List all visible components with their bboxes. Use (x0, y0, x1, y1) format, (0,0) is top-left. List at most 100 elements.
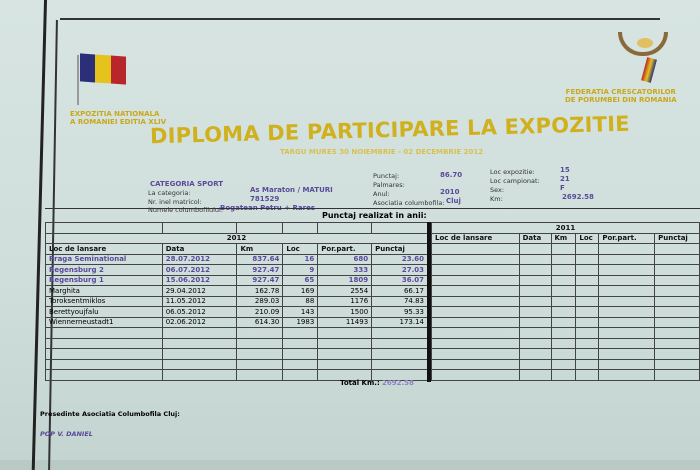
label: Numele columbofilului: (148, 206, 224, 214)
column-header: Por.part. (317, 243, 373, 255)
ribbon-icon (641, 57, 657, 83)
table-cell: Berettyoujfalu (45, 306, 163, 318)
table-cell: 66.17 (371, 285, 428, 297)
column-header: Por.part. (598, 232, 656, 244)
table-row: Toroksentmiklos 11.05.2012 289.03 88 1176 74.… (45, 295, 428, 307)
empty-row (431, 348, 700, 360)
table-cell: 173.14 (371, 316, 428, 328)
table-cell: 06.07.2012 (161, 264, 238, 276)
results-table-2011: 2011 Loc de lansare Data Km Loc Por.part. Pun… (431, 222, 700, 381)
president-label: Presedinte Asociatia Columbofila Cluj: (40, 410, 180, 418)
table-cell: 1983 (282, 316, 319, 328)
table-cell: 927.47 (236, 264, 284, 276)
label: Km: (490, 195, 503, 203)
empty-row (431, 285, 700, 297)
table-cell: 169 (282, 285, 319, 297)
table-cell: 29.04.2012 (161, 285, 238, 297)
president-name: POP V. DANIEL (40, 430, 93, 438)
column-header-row: Loc de lansare Data Km Loc Por.part. Punctaj (431, 232, 700, 244)
table-cell: 927.47 (236, 274, 284, 286)
table-cell: 289.03 (236, 295, 284, 307)
empty-row (431, 243, 700, 255)
flag-pole (77, 55, 79, 105)
table-cell: 1176 (317, 295, 373, 307)
empty-row (431, 369, 700, 381)
table-cell: Toroksentmiklos (45, 295, 163, 307)
column-header: Loc (282, 243, 319, 255)
right-org-line: DE PORUMBEI DIN ROMANIA (565, 96, 677, 104)
results-table-2012: 2012 Loc de lansare Data Km Loc Por.part. Pun… (45, 222, 428, 381)
column-header: Data (161, 243, 238, 255)
table-row: Marghita 29.04.2012 162.78 169 2554 66.17 (45, 285, 428, 297)
table-cell: Regensburg 1 (45, 274, 163, 286)
page-title: DIPLOMA DE PARTICIPARE LA EXPOZITIE (149, 111, 631, 149)
column-header: Data (518, 232, 552, 244)
table-row: Wiennerneustadt1 02.06.2012 614.30 1983 1149… (45, 316, 428, 328)
empty-row (431, 337, 700, 349)
empty-row (431, 274, 700, 286)
table-cell: 333 (317, 264, 373, 276)
column-header-row: Loc de lansare Data Km Loc Por.part. Punctaj (45, 243, 428, 255)
table-cell: Regensburg 2 (45, 264, 163, 276)
empty-row (431, 253, 700, 265)
decorative-border (60, 18, 660, 20)
expo-place: 15 (560, 166, 570, 174)
km-value: 2692.58 (562, 193, 594, 201)
table-caption: Punctaj realizat in anii: (322, 211, 427, 220)
table-cell: 74.83 (371, 295, 428, 307)
empty-row (45, 327, 428, 339)
left-org-line: EXPOZITIA NATIONALA (70, 110, 160, 118)
table-cell: 15.06.2012 (161, 274, 238, 286)
table-cell: 16 (282, 253, 319, 265)
association-value: Cluj (446, 197, 461, 205)
table-cell: 11.05.2012 (161, 295, 238, 307)
table-cell: 27.03 (371, 264, 428, 276)
table-cell: 02.06.2012 (161, 316, 238, 328)
pigeon-emblem-icon (637, 38, 653, 48)
year-header: 2012 (45, 232, 428, 244)
empty-row (431, 295, 700, 307)
table-cell: Marghita (45, 285, 163, 297)
table-cell: 88 (282, 295, 319, 307)
table-cell: 143 (282, 306, 319, 318)
table-cell: 36.07 (371, 274, 428, 286)
label: La categoria: (148, 189, 191, 197)
right-org: FEDERATIA CRESCATORILOR DE PORUMBEI DIN … (565, 88, 677, 104)
table-cell: Wiennerneustadt1 (45, 316, 163, 328)
total-km-value: 2692.58 (382, 379, 414, 387)
label: Palmares: (373, 181, 405, 189)
table-cell: 2554 (317, 285, 373, 297)
empty-row (431, 327, 700, 339)
table-divider (427, 222, 431, 382)
table-cell: Praga Seminational (45, 253, 163, 265)
table-row: Berettyoujfalu 06.05.2012 210.09 143 1500 95.… (45, 306, 428, 318)
table-cell: 28.07.2012 (161, 253, 238, 265)
table-cell: 210.09 (236, 306, 284, 318)
table-cell: 11493 (317, 316, 373, 328)
column-header: Km (550, 232, 577, 244)
label: Asociatia columbofila: (373, 199, 445, 207)
label: Punctaj: (373, 172, 400, 180)
empty-row (431, 264, 700, 276)
column-header: Punctaj (371, 243, 428, 255)
table-cell: 1500 (317, 306, 373, 318)
label: Loc campionat: (490, 177, 540, 185)
table-cell: 162.78 (236, 285, 284, 297)
score-value: 86.70 (440, 171, 463, 179)
table-cell: 680 (317, 253, 373, 265)
column-header: Punctaj (654, 232, 700, 244)
label: Anul: (373, 190, 390, 198)
sex-value: F (560, 184, 565, 192)
table-cell: 614.30 (236, 316, 284, 328)
table-row: Regensburg 2 06.07.2012 927.47 9 333 27.03 (45, 264, 428, 276)
category-value: As Maraton / MATURI (250, 186, 333, 194)
column-header: Loc (575, 232, 600, 244)
label: Sex: (490, 186, 505, 194)
table-row: Regensburg 1 15.06.2012 927.47 65 1809 36.07 (45, 274, 428, 286)
label: Nr. inel matricol: (148, 198, 202, 206)
table-cell: 95.33 (371, 306, 428, 318)
empty-row (431, 358, 700, 370)
table-cell: 9 (282, 264, 319, 276)
table-cell: 837.64 (236, 253, 284, 265)
